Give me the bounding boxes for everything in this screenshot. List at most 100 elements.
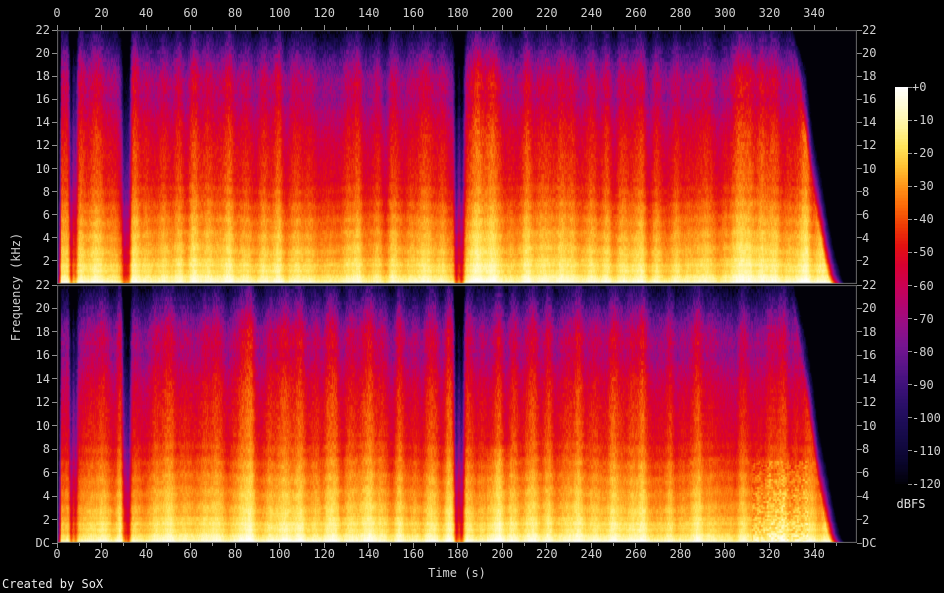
minor-tick-mark: [212, 27, 214, 30]
tick-mark: [857, 425, 862, 427]
tick-mark: [56, 25, 58, 30]
tick-mark: [857, 495, 862, 497]
time-tick-label: 320: [758, 6, 781, 20]
tick-mark: [412, 25, 414, 30]
tick-mark: [412, 543, 414, 548]
tick-mark: [857, 98, 862, 100]
colorbar-tick-mark: [908, 384, 912, 386]
tick-mark: [635, 25, 637, 30]
freq-tick-label: 4: [862, 230, 870, 245]
tick-mark: [546, 25, 548, 30]
minor-tick-mark: [301, 543, 303, 546]
time-tick-label: 100: [268, 547, 291, 561]
freq-tick-label: 10: [862, 161, 877, 176]
tick-mark: [52, 237, 57, 239]
colorbar-tick-mark: [908, 86, 912, 88]
freq-tick-label: 14: [35, 371, 50, 386]
freq-tick-label: 12: [862, 395, 877, 410]
freq-tick-label: 20: [862, 301, 877, 316]
time-tick-label: 280: [669, 6, 692, 20]
freq-tick-label: 14: [35, 115, 50, 130]
freq-tick-label: 6: [862, 465, 870, 480]
time-tick-label: 160: [402, 6, 425, 20]
time-tick-label: 240: [580, 547, 603, 561]
minor-tick-mark: [613, 27, 615, 30]
freq-tick-label: 12: [35, 138, 50, 153]
minor-tick-mark: [435, 27, 436, 30]
tick-mark: [857, 284, 862, 286]
minor-tick-mark: [301, 27, 303, 30]
time-tick-label: 160: [402, 547, 425, 561]
minor-tick-mark: [123, 27, 125, 30]
tick-mark: [52, 472, 57, 474]
tick-mark: [857, 75, 862, 77]
tick-mark: [857, 214, 862, 216]
tick-mark: [590, 543, 592, 548]
freq-tick-label: 22: [35, 278, 50, 292]
minor-tick-mark: [390, 543, 392, 546]
tick-mark: [857, 191, 862, 193]
minor-tick-mark: [78, 27, 80, 30]
tick-mark: [679, 543, 681, 548]
tick-mark: [857, 29, 862, 31]
tick-mark: [279, 25, 281, 30]
colorbar-tick-label: -90: [912, 377, 934, 392]
time-tick-label: 180: [446, 6, 469, 20]
time-tick-label: 260: [625, 547, 647, 561]
minor-tick-mark: [746, 543, 748, 546]
freq-tick-label: 10: [35, 161, 50, 176]
minor-tick-mark: [435, 543, 436, 546]
tick-mark: [52, 307, 57, 309]
freq-tick-label: 4: [42, 489, 50, 504]
time-tick-label: 80: [227, 6, 243, 20]
minor-tick-mark: [791, 543, 793, 546]
freq-tick-label: 18: [862, 69, 877, 84]
colorbar-tick-mark: [908, 185, 912, 187]
minor-tick-mark: [345, 27, 347, 30]
colorbar-tick-mark: [908, 152, 912, 154]
tick-mark: [857, 144, 862, 146]
minor-tick-mark: [167, 543, 169, 546]
tick-mark: [52, 495, 57, 497]
colorbar-tick-label: -80: [912, 344, 934, 359]
freq-tick-label: 10: [35, 418, 50, 433]
freq-tick-label: 22: [862, 23, 877, 37]
tick-mark: [857, 354, 862, 356]
tick-mark: [857, 168, 862, 170]
freq-tick-label: 8: [42, 184, 50, 199]
freq-tick-label: 16: [862, 348, 877, 363]
minor-tick-mark: [167, 27, 169, 30]
tick-mark: [590, 25, 592, 30]
tick-mark: [546, 543, 548, 548]
minor-tick-mark: [657, 543, 659, 546]
tick-mark: [323, 543, 325, 548]
tick-mark: [52, 401, 57, 403]
time-tick-label: 200: [491, 547, 514, 561]
colorbar-tick-label: -40: [912, 212, 934, 227]
tick-mark: [501, 543, 503, 548]
tick-mark: [635, 543, 637, 548]
freq-tick-label: 12: [35, 395, 50, 410]
tick-mark: [857, 401, 862, 403]
freq-tick-label: 18: [862, 324, 877, 339]
tick-mark: [724, 543, 726, 548]
minor-tick-mark: [123, 543, 125, 546]
colorbar-tick-mark: [908, 483, 912, 485]
tick-mark: [501, 25, 503, 30]
time-tick-label: 240: [580, 6, 603, 20]
tick-mark: [52, 168, 57, 170]
freq-tick-label: 14: [862, 115, 877, 130]
time-tick-label: 120: [313, 6, 336, 20]
colorbar-tick-label: -30: [912, 179, 934, 194]
tick-mark: [52, 378, 57, 380]
colorbar-tick-label: -70: [912, 311, 934, 326]
tick-mark: [52, 331, 57, 333]
minor-tick-mark: [345, 543, 347, 546]
tick-mark: [368, 25, 370, 30]
minor-tick-mark: [568, 27, 570, 30]
colorbar-tick-mark: [908, 417, 912, 419]
minor-tick-mark: [524, 543, 526, 546]
colorbar-tick-label: -110: [912, 443, 941, 458]
minor-tick-mark: [835, 543, 837, 546]
tick-mark: [145, 543, 147, 548]
